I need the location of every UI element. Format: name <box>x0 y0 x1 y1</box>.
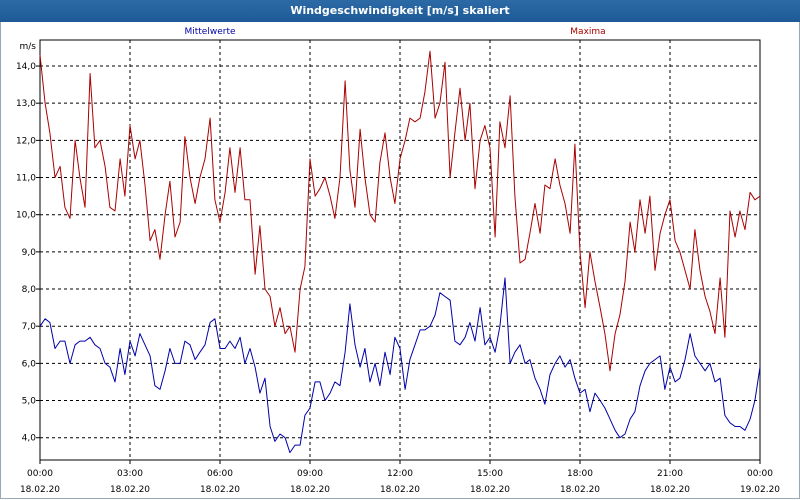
y-tick-label: 13,0 <box>16 99 36 109</box>
legend: Mittelwerte Maxima <box>184 27 605 37</box>
series-lines <box>39 50 761 454</box>
x-tick-date: 18.02.20 <box>650 485 690 495</box>
y-tick-label: 12,0 <box>16 136 36 146</box>
chart-title: Windgeschwindigkeit [m/s] skaliert <box>0 0 800 22</box>
x-tick-time: 00:00 <box>27 469 53 479</box>
x-tick-date: 18.02.20 <box>560 485 600 495</box>
x-tick-time: 06:00 <box>207 469 233 479</box>
y-tick-label: 8,0 <box>22 285 37 295</box>
x-tick-date: 18.02.20 <box>470 485 510 495</box>
x-tick-time: 03:00 <box>117 469 143 479</box>
x-tick-time: 00:00 <box>747 469 773 479</box>
series-line-maxima <box>39 50 761 372</box>
x-tick-date: 18.02.20 <box>290 485 330 495</box>
legend-entry: Maxima <box>570 27 605 37</box>
y-tick-label: 7,0 <box>22 322 37 332</box>
y-tick-label: 5,0 <box>22 397 37 407</box>
legend-entry: Mittelwerte <box>184 27 235 37</box>
y-axis: 4,0 5,0 6,0 7,0 8,0 9,0 10,0 11,0 12,0 13,0 14,0 <box>16 62 40 444</box>
x-tick-time: 12:00 <box>387 469 413 479</box>
y-tick-label: 4,0 <box>22 434 37 444</box>
y-tick-label: 9,0 <box>22 248 37 258</box>
y-tick-label: 14,0 <box>16 62 36 72</box>
x-tick-time: 15:00 <box>477 469 503 479</box>
x-tick-date: 18.02.20 <box>380 485 420 495</box>
y-tick-label: 6,0 <box>22 359 37 369</box>
x-tick-date: 19.02.20 <box>740 485 780 495</box>
x-tick-date: 18.02.20 <box>20 485 60 495</box>
x-tick-date: 18.02.20 <box>200 485 240 495</box>
x-tick-date: 18.02.20 <box>110 485 150 495</box>
grid-lines <box>40 40 760 460</box>
x-axis: 00:00 18.02.20 03:00 18.02.20 06:00 18.02.20 0… <box>20 460 780 495</box>
y-tick-label: 10,0 <box>16 211 36 221</box>
x-tick-time: 18:00 <box>567 469 593 479</box>
y-axis-label: m/s <box>20 42 37 52</box>
series-line-mittelwerte <box>39 277 761 454</box>
y-tick-label: 11,0 <box>16 174 36 184</box>
x-tick-time: 21:00 <box>657 469 683 479</box>
x-tick-time: 09:00 <box>297 469 323 479</box>
